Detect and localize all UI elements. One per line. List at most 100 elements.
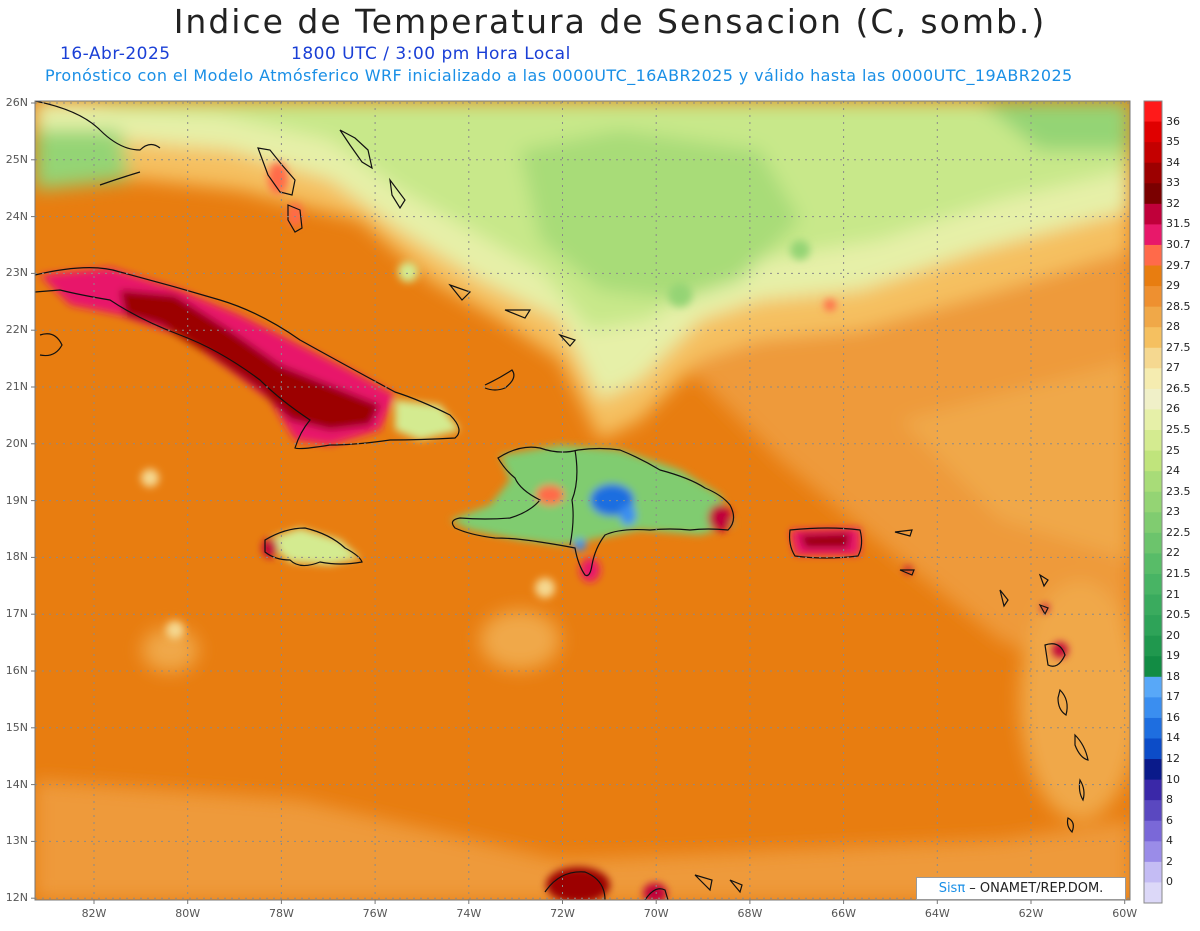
colorbar-label: 29 xyxy=(1166,279,1180,293)
colorbar-swatch xyxy=(1144,430,1162,452)
colorbar-label: 27 xyxy=(1166,361,1180,375)
latitude-label: 26N xyxy=(5,96,28,109)
colorbar-swatch xyxy=(1144,676,1162,698)
colorbar-label: 34 xyxy=(1166,155,1180,169)
colorbar-swatch xyxy=(1144,203,1162,225)
colorbar-label: 28.5 xyxy=(1166,299,1191,313)
colorbar-swatch xyxy=(1144,450,1162,472)
longitude-label: 68W xyxy=(737,907,763,920)
colorbar-label: 25 xyxy=(1166,443,1180,457)
latitude-label: 12N xyxy=(5,891,28,905)
colorbar-label: 4 xyxy=(1166,834,1173,848)
colorbar-label: 22.5 xyxy=(1166,525,1191,539)
colorbar-label: 28 xyxy=(1166,320,1180,334)
colorbar-swatch xyxy=(1144,615,1162,637)
colorbar-swatch xyxy=(1144,409,1162,431)
latitude-label: 22N xyxy=(5,323,28,337)
colorbar-label: 19 xyxy=(1166,649,1180,663)
colorbar-swatch xyxy=(1144,594,1162,616)
colorbar-swatch xyxy=(1144,491,1162,513)
forecast-date: 16-Abr-2025 xyxy=(60,44,171,64)
colorbar-label: 26 xyxy=(1166,402,1180,416)
colorbar-swatch xyxy=(1144,244,1162,267)
colorbar-swatch xyxy=(1144,162,1162,184)
latitude-label: 16N xyxy=(5,664,28,677)
colorbar-swatch xyxy=(1144,553,1162,575)
colorbar-swatch xyxy=(1144,759,1162,781)
longitude-label: 78W xyxy=(268,907,294,920)
colorbar-swatch xyxy=(1144,656,1162,678)
credit-box: Sisπ – ONAMET/REP.DOM. xyxy=(916,877,1126,900)
longitude-label: 74W xyxy=(456,907,482,920)
colorbar-frame xyxy=(1143,100,1163,904)
longitude-label: 70W xyxy=(643,907,669,920)
colorbar-swatch xyxy=(1144,347,1162,369)
colorbar-swatch xyxy=(1144,635,1162,657)
colorbar-swatch xyxy=(1144,573,1162,596)
colorbar-swatch xyxy=(1144,820,1162,842)
colorbar-label: 20 xyxy=(1166,628,1180,642)
colorbar-label: 21.5 xyxy=(1166,566,1191,580)
colorbar-label: 35 xyxy=(1166,135,1180,149)
latitude-label: 19N xyxy=(5,493,28,507)
colorbar xyxy=(1144,101,1162,904)
longitude-label: 60W xyxy=(1112,907,1138,920)
graticule xyxy=(35,101,1130,900)
latitude-label: 18N xyxy=(5,550,28,564)
colorbar-swatch xyxy=(1144,779,1162,801)
heat-field xyxy=(35,101,1130,900)
colorbar-swatch xyxy=(1144,512,1162,534)
colorbar-label: 30.7 xyxy=(1166,237,1191,251)
colorbar-label: 10 xyxy=(1166,772,1180,786)
colorbar-label: 26.5 xyxy=(1166,381,1191,395)
latitude-label: 23N xyxy=(5,266,28,280)
colorbar-label: 16 xyxy=(1166,710,1180,724)
colorbar-label: 25.5 xyxy=(1166,423,1191,437)
colorbar-label: 20.5 xyxy=(1166,608,1191,622)
colorbar-label: 18 xyxy=(1166,669,1180,683)
colorbar-label: 29.7 xyxy=(1166,258,1191,272)
colorbar-label: 17 xyxy=(1166,690,1180,704)
colorbar-label: 2 xyxy=(1166,854,1173,868)
colorbar-swatch xyxy=(1144,265,1162,287)
longitude-label: 76W xyxy=(362,907,388,920)
colorbar-label: 36 xyxy=(1166,114,1180,128)
credit-org: – ONAMET/REP.DOM. xyxy=(965,881,1104,896)
colorbar-swatch xyxy=(1144,800,1162,822)
coastlines xyxy=(35,101,1089,900)
colorbar-swatch xyxy=(1144,183,1162,205)
colorbar-label: 22 xyxy=(1166,546,1180,560)
map-title: Indice de Temperatura de Sensacion (C, s… xyxy=(173,2,1047,41)
forecast-description: Pronóstico con el Modelo Atmósferico WRF… xyxy=(45,66,1073,85)
axis-ticks xyxy=(31,102,1126,904)
colorbar-label: 0 xyxy=(1166,875,1173,889)
colorbar-swatch xyxy=(1144,388,1162,410)
longitude-label: 82W xyxy=(81,907,107,920)
colorbar-label: 23.5 xyxy=(1166,484,1191,498)
latitude-label: 20N xyxy=(5,436,28,450)
colorbar-label: 24 xyxy=(1166,464,1180,478)
colorbar-swatch xyxy=(1144,717,1162,739)
colorbar-swatch xyxy=(1144,882,1162,904)
latitude-label: 24N xyxy=(5,209,28,223)
colorbar-label: 32 xyxy=(1166,196,1180,210)
colorbar-swatch xyxy=(1144,224,1162,246)
colorbar-label: 21 xyxy=(1166,587,1180,601)
colorbar-swatch xyxy=(1144,841,1162,863)
longitude-label: 72W xyxy=(550,907,575,920)
forecast-time: 1800 UTC / 3:00 pm Hora Local xyxy=(291,44,571,64)
colorbar-swatch xyxy=(1144,697,1162,719)
colorbar-label: 27.5 xyxy=(1166,340,1191,354)
colorbar-swatch xyxy=(1144,327,1162,349)
longitude-label: 64W xyxy=(924,907,950,920)
colorbar-swatch xyxy=(1144,306,1162,328)
colorbar-swatch xyxy=(1144,142,1162,164)
colorbar-label: 12 xyxy=(1166,752,1180,766)
colorbar-label: 8 xyxy=(1166,793,1173,807)
colorbar-swatch xyxy=(1144,101,1162,123)
colorbar-swatch xyxy=(1144,532,1162,554)
colorbar-label: 6 xyxy=(1166,813,1173,827)
latitude-label: 15N xyxy=(5,720,28,734)
latitude-label: 21N xyxy=(5,380,28,393)
